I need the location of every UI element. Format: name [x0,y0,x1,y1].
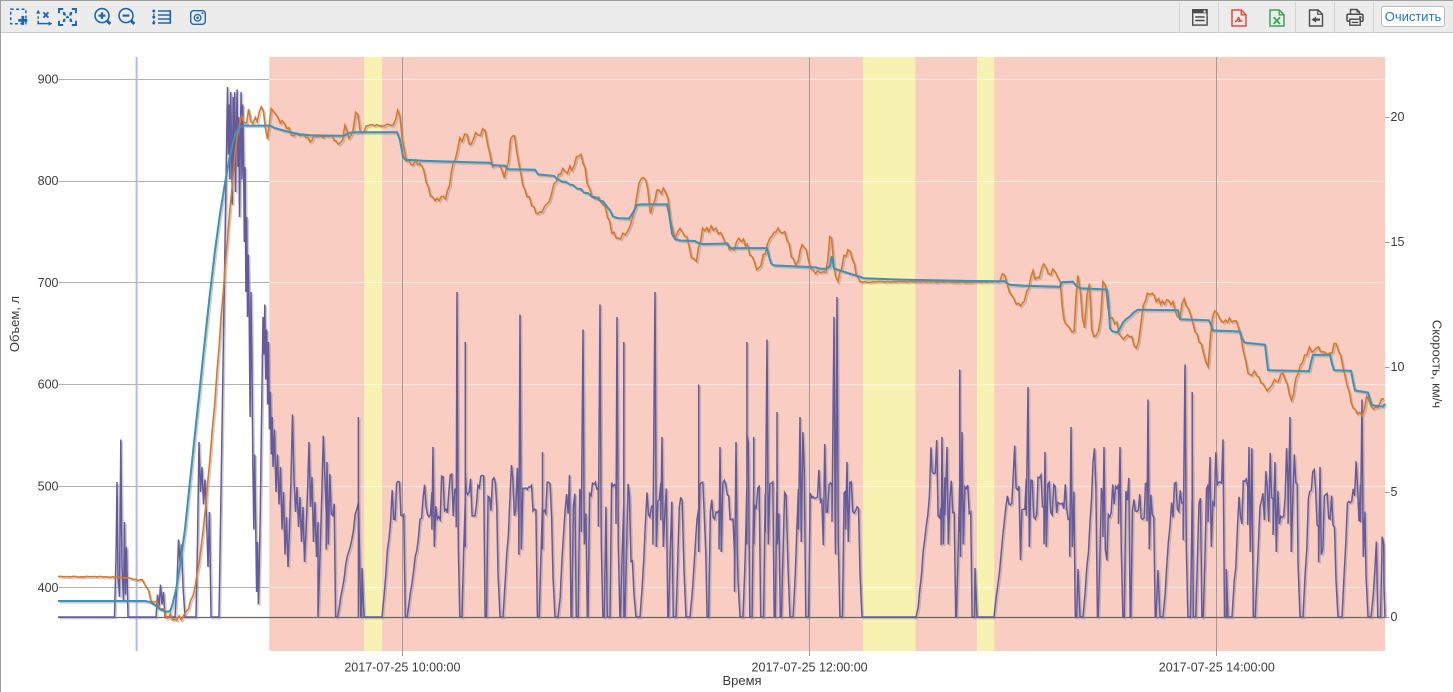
svg-text:900: 900 [38,73,59,87]
svg-text:600: 600 [38,378,59,392]
svg-text:5: 5 [1391,485,1398,499]
svg-text:700: 700 [38,276,59,290]
svg-text:2017-07-25 12:00:00: 2017-07-25 12:00:00 [752,661,868,675]
svg-text:0: 0 [1391,610,1398,624]
svg-text:Время: Время [722,673,761,688]
svg-text:Объем, л: Объем, л [7,296,22,352]
svg-text:Скорость, км/ч: Скорость, км/ч [1430,320,1445,408]
svg-text:20: 20 [1391,110,1405,124]
svg-text:2017-07-25 10:00:00: 2017-07-25 10:00:00 [344,661,460,675]
svg-text:2017-07-25 14:00:00: 2017-07-25 14:00:00 [1159,661,1275,675]
svg-text:400: 400 [38,581,59,595]
svg-text:10: 10 [1391,360,1405,374]
svg-text:800: 800 [38,174,59,188]
svg-text:500: 500 [38,479,59,493]
svg-text:15: 15 [1391,235,1405,249]
